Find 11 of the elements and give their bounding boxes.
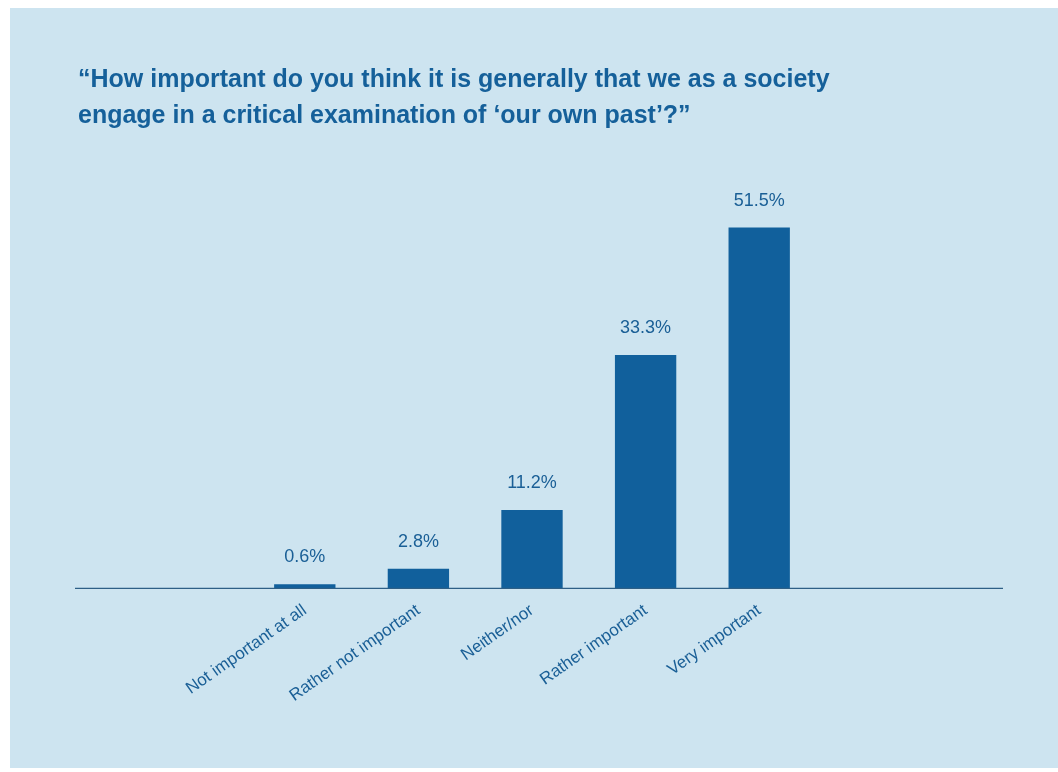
data-label: 2.8%: [397, 530, 439, 551]
data-label: 51.5%: [733, 189, 785, 210]
chart-title: “How important do you think it is generally that we as a society engage in a critical examination of ‘our own past’?”: [78, 63, 831, 130]
data-label: 11.2%: [507, 471, 557, 492]
bar: [501, 509, 563, 589]
bar: [387, 568, 450, 589]
bar: [274, 584, 336, 589]
data-label: 33.3%: [620, 317, 672, 338]
bar: [728, 227, 790, 589]
data-label: 0.6%: [284, 546, 326, 567]
bar: [614, 355, 677, 589]
